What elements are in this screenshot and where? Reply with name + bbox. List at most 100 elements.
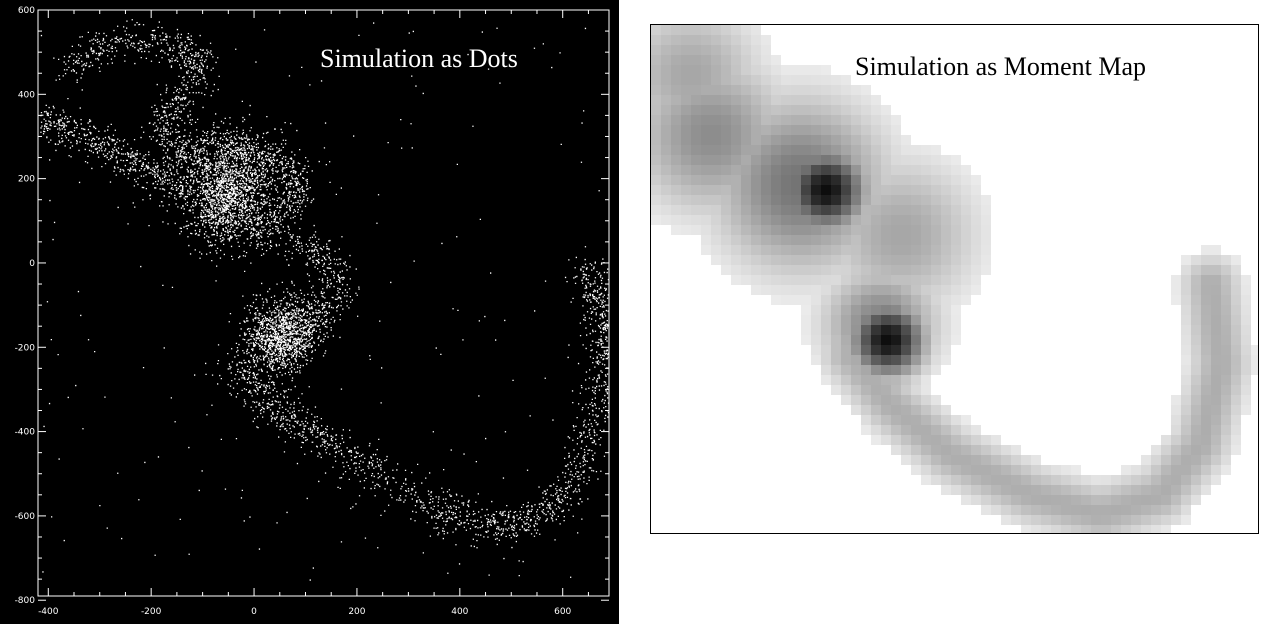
- moment-map-cell: [1121, 485, 1131, 495]
- moment-map-cell: [1051, 525, 1061, 533]
- moment-map-cell: [871, 125, 881, 135]
- moment-map-cell: [911, 355, 921, 365]
- moment-map-cell: [731, 165, 741, 175]
- moment-map-cell: [1021, 465, 1031, 475]
- moment-map-cell: [741, 275, 751, 285]
- moment-map-cell: [1001, 465, 1011, 475]
- moment-map-cell: [731, 35, 741, 45]
- moment-map-cell: [1191, 435, 1201, 445]
- moment-map-cell: [951, 465, 961, 475]
- moment-map-cell: [651, 165, 661, 175]
- moment-map-cell: [1231, 395, 1241, 405]
- moment-map-cell: [841, 195, 851, 205]
- moment-map-cell: [1181, 325, 1191, 335]
- moment-map-cell: [831, 165, 841, 175]
- y-tick-label: -400: [15, 428, 36, 438]
- moment-map-cell: [851, 125, 861, 135]
- moment-map-cell: [961, 245, 971, 255]
- moment-map-cell: [1201, 375, 1211, 385]
- moment-map-cell: [1231, 325, 1241, 335]
- moment-map-cell: [941, 195, 951, 205]
- moment-map-cell: [1031, 505, 1041, 515]
- moment-map-cell: [761, 65, 771, 75]
- moment-map-cell: [1211, 425, 1221, 435]
- moment-map-cell: [1241, 325, 1251, 335]
- moment-map-cell: [1241, 385, 1251, 395]
- moment-map-cell: [931, 325, 941, 335]
- moment-map-cell: [901, 265, 911, 275]
- moment-map-cell: [1211, 375, 1221, 385]
- moment-map-cell: [1101, 515, 1111, 525]
- moment-map-cell: [1141, 485, 1151, 495]
- moment-map-cell: [711, 155, 721, 165]
- moment-map-cell: [1131, 465, 1141, 475]
- moment-map-cell: [981, 235, 991, 245]
- moment-map-cell: [1231, 355, 1241, 365]
- moment-map-cell: [821, 105, 831, 115]
- moment-map-cell: [891, 235, 901, 245]
- moment-map-cell: [911, 455, 921, 465]
- moment-map-cell: [951, 415, 961, 425]
- moment-map-cell: [771, 75, 781, 85]
- moment-map-cell: [1231, 405, 1241, 415]
- moment-map-cell: [771, 135, 781, 145]
- moment-map-cell: [841, 175, 851, 185]
- moment-map-cell: [941, 425, 951, 435]
- moment-map-cell: [1141, 525, 1151, 533]
- moment-map-cell: [791, 225, 801, 235]
- moment-map-cell: [801, 155, 811, 165]
- moment-map-cell: [761, 205, 771, 215]
- moment-map-cell: [811, 105, 821, 115]
- moment-map-cell: [671, 85, 681, 95]
- moment-map-cell: [881, 205, 891, 215]
- moment-map-cell: [941, 405, 951, 415]
- moment-map-cell: [841, 115, 851, 125]
- moment-map-cell: [1221, 435, 1231, 445]
- moment-map-cell: [821, 375, 831, 385]
- moment-map-cell: [711, 165, 721, 175]
- moment-map-cell: [831, 75, 841, 85]
- moment-map-cell: [971, 485, 981, 495]
- moment-map-cell: [911, 175, 921, 185]
- moment-map-cell: [771, 175, 781, 185]
- moment-map-cell: [841, 235, 851, 245]
- moment-map-cell: [861, 305, 871, 315]
- moment-map-cell: [1021, 485, 1031, 495]
- moment-map-cell: [851, 255, 861, 265]
- moment-map-cell: [751, 185, 761, 195]
- moment-map-cell: [761, 275, 771, 285]
- moment-map-cell: [971, 205, 981, 215]
- moment-map-cell: [1181, 505, 1191, 515]
- moment-map-cell: [971, 195, 981, 205]
- moment-map-cell: [901, 445, 911, 455]
- moment-map-cell: [891, 265, 901, 275]
- moment-map-cell: [701, 245, 711, 255]
- moment-map-cell: [841, 105, 851, 115]
- moment-map-cell: [771, 235, 781, 245]
- moment-map-cell: [731, 105, 741, 115]
- moment-map-cell: [821, 115, 831, 125]
- moment-map-cell: [811, 175, 821, 185]
- moment-map-cell: [891, 115, 901, 125]
- moment-map-cell: [661, 135, 671, 145]
- moment-map-cell: [821, 265, 831, 275]
- moment-map-cell: [791, 295, 801, 305]
- moment-map-cell: [901, 225, 911, 235]
- moment-map-cell: [731, 245, 741, 255]
- moment-map-cell: [941, 175, 951, 185]
- moment-map-cell: [1191, 385, 1201, 395]
- moment-map-cell: [761, 35, 771, 45]
- moment-map-cell: [831, 275, 841, 285]
- moment-map-cell: [921, 325, 931, 335]
- moment-map-cell: [1021, 515, 1031, 525]
- moment-map-cell: [1051, 485, 1061, 495]
- moment-map-cell: [971, 245, 981, 255]
- moment-map-cell: [1211, 315, 1221, 325]
- moment-map-cell: [921, 465, 931, 475]
- moment-map-cell: [931, 305, 941, 315]
- moment-map-cell: [771, 55, 781, 65]
- moment-map-cell: [901, 205, 911, 215]
- moment-map-cell: [1221, 355, 1231, 365]
- moment-map-cell: [721, 135, 731, 145]
- moment-map-cell: [891, 325, 901, 335]
